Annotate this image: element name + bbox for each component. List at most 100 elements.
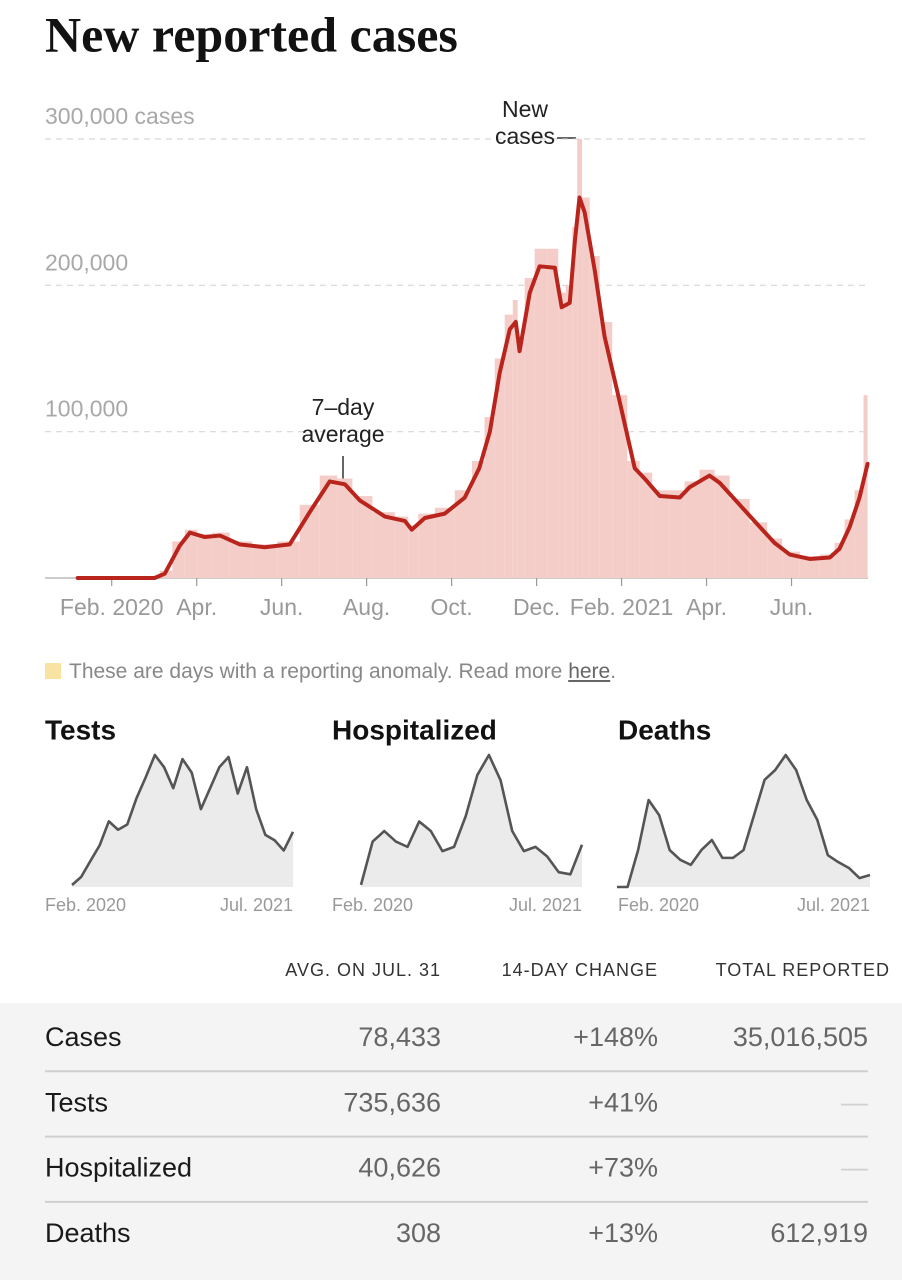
series-label: New cases — [494, 96, 556, 149]
line — [75, 195, 870, 580]
bar — [599, 321, 613, 578]
table-background — [0, 1003, 902, 1280]
bar — [472, 460, 485, 578]
table-cell: — — [841, 1087, 868, 1117]
bar — [418, 513, 435, 578]
x-tick-label: Dec. — [513, 594, 560, 620]
x-tick-label: Feb. 2020 — [45, 895, 126, 915]
anomaly-note: These are days with a reporting anomaly.… — [45, 660, 616, 684]
y-tick-label: 300,000 cases — [45, 103, 195, 129]
x-tick-label: Oct. — [431, 594, 473, 620]
table-cell: +41% — [588, 1087, 658, 1117]
bar — [834, 542, 845, 578]
area — [72, 755, 293, 887]
bar — [547, 248, 559, 578]
small-chart-title: Tests — [45, 714, 116, 745]
line — [359, 753, 584, 886]
bar — [684, 481, 700, 578]
bar — [524, 278, 535, 578]
bar — [352, 496, 373, 578]
line — [617, 753, 871, 889]
area — [617, 755, 870, 887]
bar — [699, 469, 715, 578]
bar — [863, 395, 868, 578]
x-tick-label: Jun. — [770, 594, 813, 620]
table-cell: 78,433 — [358, 1022, 441, 1052]
bar — [408, 525, 419, 578]
table-cell: — — [841, 1153, 868, 1183]
bar — [729, 498, 750, 578]
bar — [454, 490, 473, 578]
bar — [577, 139, 583, 578]
area — [361, 755, 582, 887]
bar — [277, 541, 300, 578]
x-tick-label: Feb. 2020 — [60, 594, 164, 620]
bar — [582, 197, 590, 579]
bar — [337, 478, 353, 578]
note-end: . — [610, 660, 617, 683]
bar — [434, 507, 455, 578]
x-tick-label: Feb. 2021 — [570, 594, 674, 620]
chart-title: New reported cases — [45, 6, 458, 62]
x-tick-label: Jun. — [260, 594, 303, 620]
row-label: Deaths — [45, 1218, 131, 1248]
x-tick-label: Aug. — [343, 594, 390, 620]
bar — [558, 292, 566, 578]
table-cell: 735,636 — [343, 1087, 441, 1117]
bar — [572, 226, 578, 579]
series-label: 7–day average — [301, 394, 385, 447]
line — [71, 753, 295, 886]
small-chart-title: Hospitalized — [332, 714, 497, 745]
x-tick-label: Feb. 2020 — [618, 895, 699, 915]
bar — [714, 475, 730, 578]
bar — [799, 556, 820, 578]
bar — [844, 519, 855, 578]
column-header: AVG. ON JUL. 31 — [285, 960, 441, 980]
bar — [184, 529, 198, 578]
x-tick-label: Apr. — [176, 594, 217, 620]
row-label: Hospitalized — [45, 1153, 192, 1183]
note-text: These are days with a reporting anomaly.… — [69, 660, 569, 683]
bar — [197, 534, 213, 578]
bar — [372, 512, 395, 578]
small-chart-title: Deaths — [618, 714, 711, 745]
bar — [512, 299, 518, 578]
row-label: Cases — [45, 1022, 122, 1052]
bar — [639, 472, 653, 578]
bar — [394, 516, 409, 578]
bar — [565, 285, 573, 578]
bar — [782, 551, 800, 578]
table-cell: 40,626 — [358, 1153, 441, 1183]
table-cell: +73% — [588, 1153, 658, 1183]
bar — [612, 395, 628, 578]
bar — [669, 490, 685, 578]
x-tick-label: Jul. 2021 — [220, 895, 293, 915]
column-header: TOTAL REPORTED — [716, 960, 890, 980]
bar — [229, 541, 253, 578]
column-header: 14-DAY CHANGE — [502, 960, 658, 980]
x-tick-label: Jul. 2021 — [797, 895, 870, 915]
bar — [652, 490, 670, 578]
bar — [589, 256, 600, 578]
bar — [819, 554, 835, 578]
bar — [517, 336, 525, 578]
table-cell: 35,016,505 — [733, 1022, 868, 1052]
x-tick-label: Feb. 2020 — [332, 895, 413, 915]
bar — [494, 358, 505, 578]
bar — [252, 544, 278, 578]
table-cell: 612,919 — [770, 1218, 868, 1248]
bar — [627, 460, 640, 578]
table-cell: 308 — [396, 1218, 441, 1248]
bar — [854, 490, 864, 578]
note-link[interactable]: here — [568, 660, 611, 683]
x-tick-label: Apr. — [686, 594, 727, 620]
y-tick-label: 200,000 — [45, 249, 128, 275]
bar — [212, 532, 230, 578]
anomaly-swatch — [45, 663, 61, 679]
bar — [319, 475, 338, 578]
bar — [767, 538, 783, 578]
bar — [504, 314, 513, 578]
y-tick-label: 100,000 — [45, 396, 128, 422]
